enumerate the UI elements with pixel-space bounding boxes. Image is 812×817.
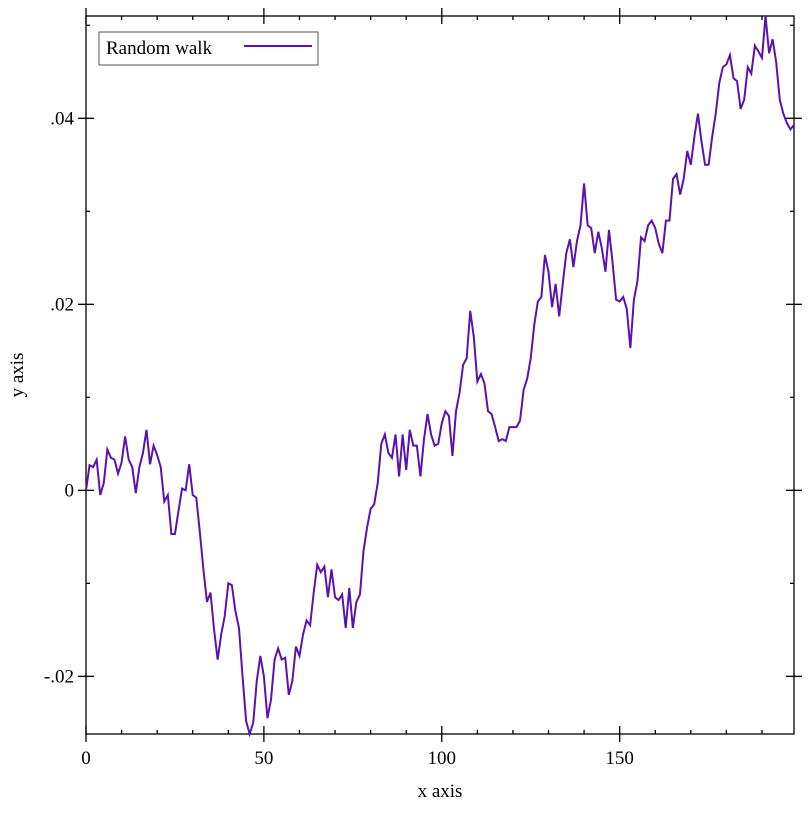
x-tick-label: 100	[428, 748, 457, 769]
y-tick-label: .04	[50, 108, 74, 129]
legend-box	[98, 31, 319, 66]
y-tick-label: -.02	[44, 666, 74, 687]
x-tick-label: 0	[81, 748, 91, 769]
x-tick-label: 150	[605, 748, 634, 769]
y-tick-label: 0	[65, 480, 75, 501]
series-line	[85, 15, 795, 738]
x-axis-label: x axis	[418, 781, 463, 802]
x-tick-label: 50	[254, 748, 273, 769]
plot-frame	[85, 15, 795, 735]
y-tick-label: .02	[50, 294, 74, 315]
y-axis-label: y axis	[7, 353, 28, 398]
legend-label: Random walk	[106, 38, 213, 59]
